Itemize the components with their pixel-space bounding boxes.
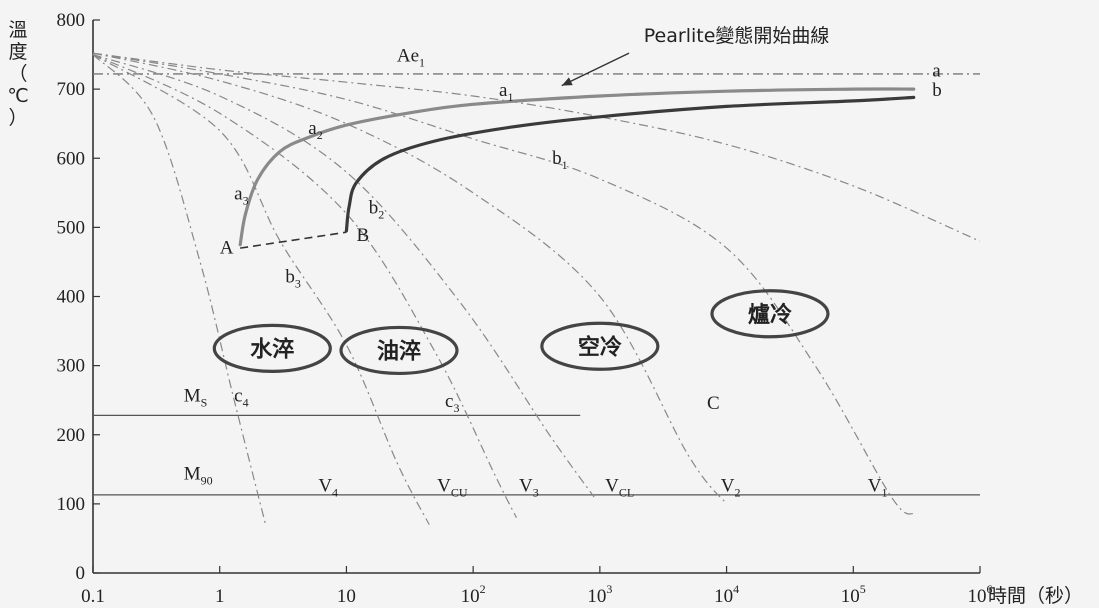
y-tick-label: 0 [76, 563, 86, 584]
zone-label-2: 空冷 [578, 334, 622, 360]
y-tick-label: 100 [57, 494, 86, 515]
y-axis-title-char: （ [8, 63, 27, 85]
y-tick-label: 500 [57, 217, 86, 238]
x-tick-label: 1 [215, 586, 225, 607]
point-label-A-6: A [220, 238, 234, 259]
y-tick-label: 800 [57, 10, 86, 31]
zone-label-3: 爐冷 [748, 302, 792, 328]
y-tick-label: 300 [57, 356, 86, 377]
point-label-C-12: C [707, 393, 720, 414]
y-tick-label: 200 [57, 425, 86, 446]
x-tick-label: 10 [337, 586, 356, 607]
pearlite-annotation: Pearlite變態開始曲線 [644, 25, 830, 47]
y-axis-title-char: 度 [8, 41, 27, 63]
y-tick-label: 600 [57, 148, 86, 169]
y-tick-label: 700 [57, 79, 86, 100]
y-axis-title-char: ） [8, 107, 27, 129]
x-axis-title: 時間（秒） [988, 585, 1083, 607]
y-axis-title-char: ℃ [7, 85, 28, 107]
x-tick-label: 0.1 [81, 586, 105, 607]
point-label-b-9: b [932, 80, 942, 101]
y-tick-label: 400 [57, 287, 86, 308]
point-label-a-8: a [932, 61, 941, 82]
y-axis-title-char: 溫 [8, 19, 27, 41]
zone-label-1: 油淬 [377, 338, 421, 364]
point-label-B-7: B [356, 225, 369, 246]
zone-label-0: 水淬 [250, 336, 294, 362]
